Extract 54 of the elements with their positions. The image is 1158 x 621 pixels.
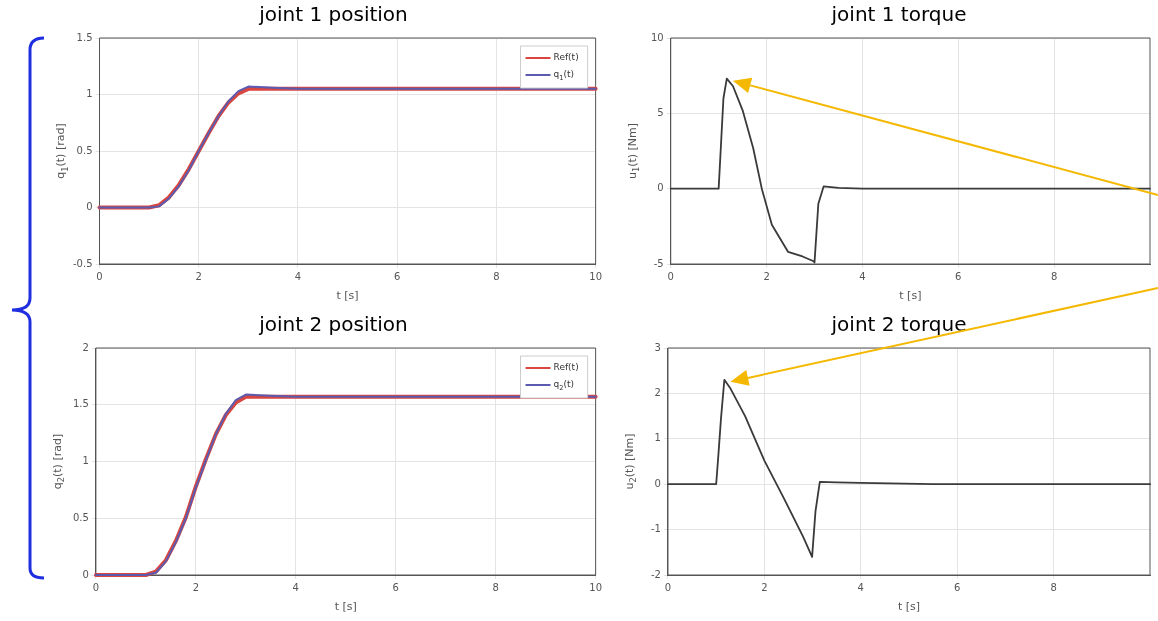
chart-title: joint 1 torque — [830, 2, 967, 27]
chart-title: joint 2 position — [258, 312, 408, 337]
x-tick-label: 4 — [859, 270, 866, 282]
y-tick-label: 0.5 — [73, 511, 89, 523]
legend-label: Ref(t) — [553, 52, 579, 63]
x-axis-title: t [s] — [899, 288, 922, 302]
x-tick-label: 10 — [589, 270, 602, 282]
x-tick-label: 8 — [1050, 581, 1057, 593]
y-tick-label: 1.5 — [76, 31, 93, 43]
y-tick-label: 3 — [654, 341, 661, 353]
x-tick-label: 2 — [763, 270, 770, 282]
x-tick-label: 0 — [96, 270, 103, 282]
y-tick-label: 2 — [82, 341, 89, 353]
x-tick-label: 2 — [192, 581, 200, 593]
x-tick-label: 4 — [292, 581, 299, 593]
y-axis-title: q1(t) [rad] — [54, 123, 70, 179]
chart-title: joint 1 position — [258, 2, 408, 27]
y-tick-label: 1 — [82, 455, 89, 467]
y-tick-label: -5 — [653, 257, 664, 269]
x-tick-label: 2 — [195, 270, 202, 282]
x-tick-label: 6 — [392, 581, 399, 593]
y-tick-label: 1 — [86, 88, 93, 100]
y-tick-label: 5 — [657, 106, 664, 118]
y-tick-label: 0 — [82, 568, 89, 580]
y-tick-label: 2 — [654, 386, 661, 398]
x-axis-title: t [s] — [336, 288, 359, 302]
y-tick-label: -0.5 — [73, 257, 93, 269]
y-tick-label: -2 — [650, 568, 661, 580]
y-tick-label: 1 — [654, 432, 661, 444]
y-tick-label: 1.5 — [73, 398, 89, 410]
y-tick-label: -1 — [650, 523, 661, 535]
x-axis-title: t [s] — [897, 599, 921, 613]
y-tick-label: 0.5 — [76, 144, 93, 156]
x-tick-label: 2 — [761, 581, 768, 593]
y-axis-title: q2(t) [rad] — [50, 433, 66, 490]
x-tick-label: 4 — [294, 270, 302, 282]
x-tick-label: 6 — [955, 270, 962, 282]
y-axis-title: u2(t) [Nm] — [622, 433, 638, 490]
x-tick-label: 8 — [492, 581, 499, 593]
x-axis-title: t [s] — [334, 599, 357, 613]
x-tick-label: 6 — [394, 270, 401, 282]
x-tick-label: 4 — [857, 581, 864, 593]
y-tick-label: 0 — [657, 182, 664, 194]
y-tick-label: 0 — [654, 477, 661, 489]
y-tick-label: 0 — [86, 201, 93, 213]
legend-label: Ref(t) — [553, 362, 579, 373]
x-tick-label: 8 — [1050, 270, 1058, 282]
x-tick-label: 6 — [954, 581, 961, 593]
x-tick-label: 8 — [493, 270, 500, 282]
y-tick-label: 10 — [650, 31, 664, 43]
y-axis-title: u1(t) [Nm] — [625, 122, 641, 180]
x-tick-label: 0 — [667, 270, 674, 282]
chart-title: joint 2 torque — [830, 312, 967, 337]
x-tick-label: 10 — [589, 581, 602, 593]
